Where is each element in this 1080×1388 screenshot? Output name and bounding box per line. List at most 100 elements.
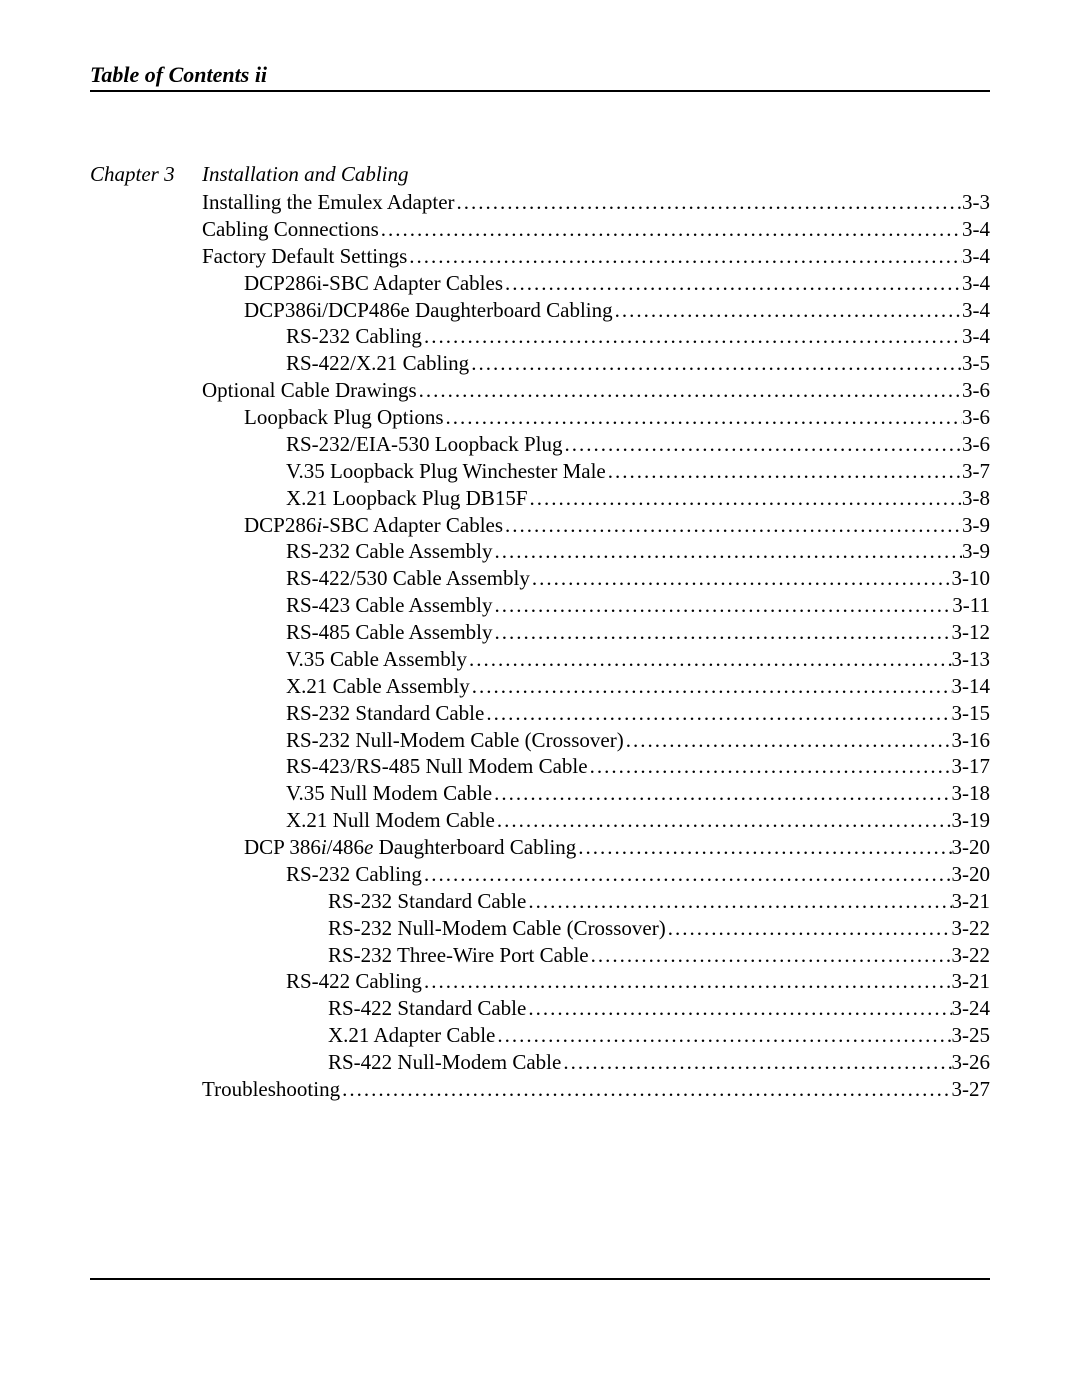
toc-entry-page: 3-21 xyxy=(952,968,991,995)
toc-entry-text: RS-423 Cable Assembly xyxy=(286,592,493,619)
toc-leader-dots: ........................................… xyxy=(484,700,951,727)
chapter-heading: Chapter 3 Installation and Cabling xyxy=(90,162,990,187)
toc-entry-text: RS-232 Cabling xyxy=(286,861,422,888)
toc-leader-dots: ........................................… xyxy=(455,189,962,216)
toc-entry-text: Optional Cable Drawings xyxy=(202,377,417,404)
header-rule xyxy=(90,90,990,92)
toc-entry-text: RS-232 Null-Modem Cable (Crossover) xyxy=(328,915,666,942)
toc-entry-page: 3-25 xyxy=(952,1022,991,1049)
toc-leader-dots: ........................................… xyxy=(379,216,962,243)
toc-entry-text: DCP286i-SBC Adapter Cables xyxy=(244,270,503,297)
toc-leader-dots: ........................................… xyxy=(666,915,952,942)
toc-leader-dots: ........................................… xyxy=(469,350,962,377)
toc-leader-dots: ........................................… xyxy=(526,888,951,915)
toc-entry-page: 3-9 xyxy=(962,538,990,565)
toc-entry: Troubleshooting ........................… xyxy=(202,1076,990,1103)
toc-entry-page: 3-9 xyxy=(962,512,990,539)
toc-entry: RS-232 Standard Cable ..................… xyxy=(202,888,990,915)
toc-entry-text: RS-232 Standard Cable xyxy=(328,888,526,915)
toc-entry-text: Factory Default Settings xyxy=(202,243,407,270)
toc-leader-dots: ........................................… xyxy=(503,512,962,539)
toc-leader-dots: ........................................… xyxy=(624,727,952,754)
toc-entry-text: RS-232 Three-Wire Port Cable xyxy=(328,942,589,969)
toc-leader-dots: ........................................… xyxy=(495,807,952,834)
toc-entry: RS-232 Cabling .........................… xyxy=(202,323,990,350)
toc-leader-dots: ........................................… xyxy=(470,673,952,700)
toc-entry-page: 3-20 xyxy=(952,861,991,888)
toc-entry: X.21 Cable Assembly.....................… xyxy=(202,673,990,700)
chapter-title: Installation and Cabling xyxy=(202,162,409,187)
toc-leader-dots: ........................................… xyxy=(493,538,962,565)
toc-entry-text: Loopback Plug Options xyxy=(244,404,444,431)
toc-leader-dots: ........................................… xyxy=(417,377,962,404)
toc-entry: DCP386i/DCP486e Daughterboard Cabling ..… xyxy=(202,297,990,324)
toc-entry-page: 3-17 xyxy=(952,753,991,780)
toc-entry: RS-422 Null-Modem Cable.................… xyxy=(202,1049,990,1076)
toc-leader-dots: ........................................… xyxy=(493,619,952,646)
toc-entry-page: 3-7 xyxy=(962,458,990,485)
toc-leader-dots: ........................................… xyxy=(503,270,962,297)
toc-entry-text: V.35 Cable Assembly xyxy=(286,646,467,673)
toc-entry-page: 3-26 xyxy=(952,1049,991,1076)
toc-entry-text: V.35 Loopback Plug Winchester Male xyxy=(286,458,606,485)
toc-leader-dots: ........................................… xyxy=(467,646,951,673)
toc-entry: V.35 Cable Assembly.....................… xyxy=(202,646,990,673)
toc-entry-page: 3-20 xyxy=(952,834,991,861)
toc-entry-page: 3-18 xyxy=(952,780,991,807)
toc-entry: RS-232 Cabling .........................… xyxy=(202,861,990,888)
toc-entry-text: X.21 Null Modem Cable xyxy=(286,807,495,834)
toc-entry: Optional Cable Drawings.................… xyxy=(202,377,990,404)
toc-entry-page: 3-22 xyxy=(952,915,991,942)
toc-entry-page: 3-6 xyxy=(962,404,990,431)
chapter-label: Chapter 3 xyxy=(90,162,202,187)
toc-entry-page: 3-12 xyxy=(952,619,991,646)
toc-entry-page: 3-24 xyxy=(952,995,991,1022)
toc-entry-page: 3-4 xyxy=(962,270,990,297)
toc-leader-dots: ........................................… xyxy=(561,1049,951,1076)
toc-entry: Cabling Connections.....................… xyxy=(202,216,990,243)
toc-entry: X.21 Adapter Cable .....................… xyxy=(202,1022,990,1049)
toc-entry-page: 3-13 xyxy=(952,646,991,673)
toc-leader-dots: ........................................… xyxy=(562,431,962,458)
toc-entry: RS-232 Cable Assembly ..................… xyxy=(202,538,990,565)
toc-entry-page: 3-27 xyxy=(952,1076,991,1103)
toc-leader-dots: ........................................… xyxy=(492,780,951,807)
toc-entry-text: V.35 Null Modem Cable xyxy=(286,780,492,807)
toc-entry: X.21 Loopback Plug DB15F................… xyxy=(202,485,990,512)
toc-entry-page: 3-4 xyxy=(962,323,990,350)
toc-entry: RS-232 Standard Cable ..................… xyxy=(202,700,990,727)
toc-entry: DCP286i-SBC Adapter Cables .............… xyxy=(202,270,990,297)
toc-entry: RS-422/X.21 Cabling ....................… xyxy=(202,350,990,377)
toc-entry-text: RS-422 Cabling xyxy=(286,968,422,995)
toc-leader-dots: ........................................… xyxy=(340,1076,951,1103)
toc-entry-page: 3-6 xyxy=(962,377,990,404)
toc-entry-text: RS-422 Standard Cable xyxy=(328,995,526,1022)
toc-leader-dots: ........................................… xyxy=(589,942,952,969)
toc-entry: V.35 Loopback Plug Winchester Male .....… xyxy=(202,458,990,485)
toc-entry-page: 3-14 xyxy=(952,673,991,700)
toc-entry-text: X.21 Adapter Cable xyxy=(328,1022,495,1049)
toc-entry: RS-232 Null-Modem Cable (Crossover).....… xyxy=(202,727,990,754)
toc-leader-dots: ........................................… xyxy=(528,485,963,512)
toc-entry-page: 3-22 xyxy=(952,942,991,969)
toc-entry-text: RS-232 Null-Modem Cable (Crossover) xyxy=(286,727,624,754)
toc-leader-dots: ........................................… xyxy=(444,404,963,431)
toc-entry: RS-232 Three-Wire Port Cable ...........… xyxy=(202,942,990,969)
toc-entry: Loopback Plug Options ..................… xyxy=(202,404,990,431)
toc-entry-page: 3-16 xyxy=(952,727,991,754)
toc-entry-text: DCP286i-SBC Adapter Cables xyxy=(244,512,503,539)
toc-entry-page: 3-5 xyxy=(962,350,990,377)
toc-entry-text: RS-232 Cable Assembly xyxy=(286,538,493,565)
toc-entry: RS-422 Standard Cable ..................… xyxy=(202,995,990,1022)
toc-entry-page: 3-4 xyxy=(962,243,990,270)
toc-entry-page: 3-15 xyxy=(952,700,991,727)
toc-entry-text: RS-232 Standard Cable xyxy=(286,700,484,727)
toc-leader-dots: ........................................… xyxy=(422,323,962,350)
toc-entry: X.21 Null Modem Cable ..................… xyxy=(202,807,990,834)
toc-leader-dots: ........................................… xyxy=(526,995,951,1022)
toc-entry: RS-232/EIA-530 Loopback Plug ...........… xyxy=(202,431,990,458)
toc-leader-dots: ........................................… xyxy=(530,565,952,592)
toc-leader-dots: ........................................… xyxy=(495,1022,951,1049)
toc-entry-page: 3-10 xyxy=(952,565,991,592)
toc-entry-text: RS-423/RS-485 Null Modem Cable xyxy=(286,753,588,780)
